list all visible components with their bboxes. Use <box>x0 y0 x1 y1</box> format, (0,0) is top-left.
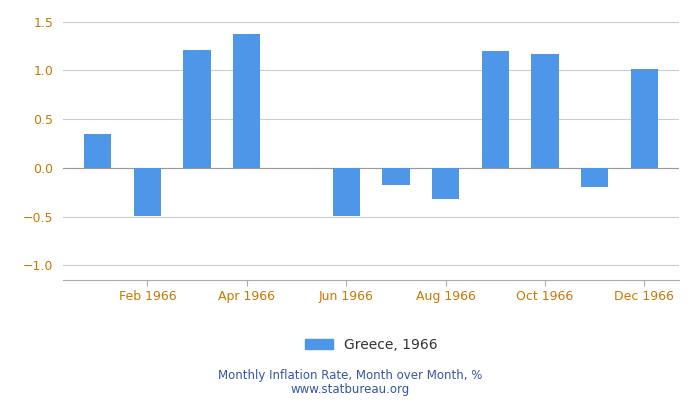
Bar <box>631 70 658 168</box>
Text: www.statbureau.org: www.statbureau.org <box>290 384 410 396</box>
Bar <box>432 168 459 199</box>
Bar <box>183 50 211 168</box>
Bar <box>482 51 509 168</box>
Bar <box>84 134 111 168</box>
Bar <box>382 168 410 186</box>
Bar <box>581 168 608 188</box>
Legend: Greece, 1966: Greece, 1966 <box>299 332 443 358</box>
Bar <box>134 168 161 216</box>
Bar <box>531 54 559 168</box>
Text: Monthly Inflation Rate, Month over Month, %: Monthly Inflation Rate, Month over Month… <box>218 370 482 382</box>
Bar <box>233 34 260 168</box>
Bar <box>332 168 360 216</box>
